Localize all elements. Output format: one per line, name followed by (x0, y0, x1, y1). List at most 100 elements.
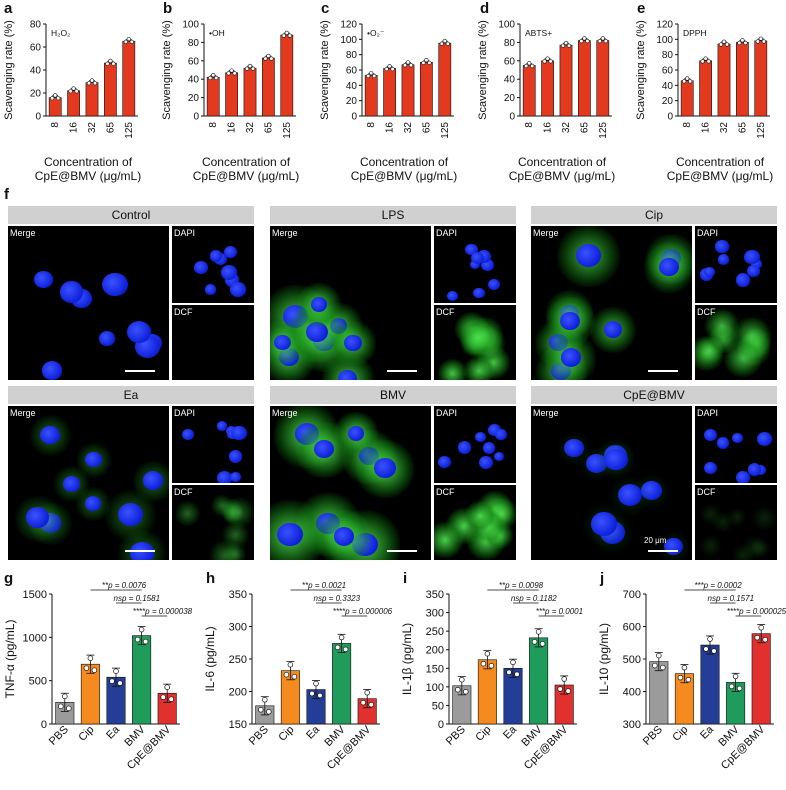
y-tick-label: 250 (426, 626, 444, 638)
panel-letter-j: j (600, 570, 605, 587)
data-point (266, 53, 271, 58)
nucleus (41, 361, 62, 380)
x-tick-label: 8 (524, 122, 535, 128)
channel-label: DAPI (174, 228, 196, 238)
bar (104, 62, 117, 117)
bar (751, 633, 771, 725)
bar (401, 64, 415, 117)
data-point (561, 676, 567, 682)
x-axis-label-line2: CpE@BMV (μg/mL) (667, 169, 773, 183)
data-point (718, 42, 724, 47)
data-point (58, 703, 64, 710)
assay-label: H₂O₂ (51, 28, 70, 38)
data-point (405, 60, 411, 65)
significance-label: nsp = 0.3323 (314, 594, 361, 603)
assay-label: •OH (209, 28, 225, 38)
nucleus (488, 423, 502, 436)
nucleus (479, 455, 494, 469)
x-tick-label: 8 (682, 122, 693, 128)
data-point (721, 39, 727, 44)
data-point (211, 73, 216, 78)
nucleus (586, 453, 607, 473)
group-title: Cip (531, 206, 777, 224)
nucleus (747, 463, 762, 477)
y-tick-label: 0 (351, 112, 357, 123)
data-point (603, 39, 608, 44)
data-point (134, 636, 141, 643)
y-tick-label: 100 (498, 20, 515, 31)
y-axis-label: Scavenging rate (%) (161, 20, 173, 120)
y-tick-label: 350 (229, 589, 247, 601)
microscopy-group: LPS Merge DAPI DCF (270, 206, 516, 380)
data-point (754, 634, 760, 641)
y-tick-label: 100 (656, 35, 673, 46)
y-tick-label: 80 (662, 50, 674, 61)
data-point (514, 671, 520, 678)
y-axis-label: TNF-α (pg/mL) (3, 620, 17, 699)
x-tick-label: 8 (50, 122, 61, 128)
x-tick-label: PBS (444, 724, 468, 748)
data-point (724, 42, 730, 47)
dcf-image: DCF (434, 305, 516, 380)
channel-label: DCF (697, 487, 716, 497)
nucleus (560, 311, 580, 330)
bar (736, 42, 749, 117)
data-point (548, 59, 553, 64)
x-tick-label: Cip (76, 724, 96, 744)
data-point (563, 40, 569, 46)
data-point (703, 56, 708, 61)
y-tick-label: 20 (504, 93, 516, 104)
microscopy-group: BMV Merge DAPI DCF (270, 386, 516, 560)
nucleus (84, 495, 102, 512)
y-tick-label: 80 (346, 50, 358, 61)
nucleus (617, 483, 643, 507)
nucleus (457, 441, 471, 454)
panel-letter-g: g (4, 570, 14, 587)
data-point (113, 668, 119, 674)
significance-label: ****p = 0.000025 (727, 607, 786, 616)
dcf-image: DCF (695, 305, 777, 380)
x-tick-label: 16 (701, 122, 712, 134)
data-point (229, 68, 234, 73)
dcf-signal (465, 500, 495, 531)
data-point (711, 648, 717, 654)
y-axis-label: Scavenging rate (%) (477, 20, 489, 120)
data-point (582, 36, 587, 41)
nucleus (473, 287, 485, 299)
merge-image: Merge 20 μm (531, 406, 692, 560)
data-point (226, 71, 231, 76)
x-tick-label: 125 (440, 122, 451, 139)
y-tick-label: 700 (623, 589, 641, 601)
data-point (762, 636, 768, 643)
channel-label: DAPI (697, 408, 719, 418)
dcf-signal (752, 505, 777, 531)
nucleus (744, 249, 760, 264)
group-title: Ea (8, 386, 254, 404)
bar (122, 40, 136, 117)
channel-label: DAPI (436, 228, 458, 238)
data-point (117, 680, 123, 686)
x-tick-label: 65 (105, 122, 116, 134)
data-point (111, 61, 116, 66)
bar (559, 44, 573, 117)
channel-label: DCF (436, 487, 455, 497)
y-axis-label: IL-6 (pg/mL) (203, 626, 217, 691)
y-tick-label: 600 (623, 622, 641, 634)
data-point (700, 59, 705, 64)
group-title: BMV (270, 386, 516, 404)
data-point (387, 64, 392, 69)
bar (700, 644, 720, 725)
y-tick-label: 200 (426, 645, 444, 657)
nucleus (474, 431, 486, 442)
data-point (560, 43, 566, 48)
data-point (164, 684, 170, 690)
data-point (291, 673, 298, 680)
bar (754, 40, 768, 117)
data-point (390, 66, 395, 72)
data-point (736, 685, 743, 692)
data-point (539, 641, 546, 647)
x-tick-label: PBS (641, 724, 665, 748)
dcf-signal (712, 511, 734, 533)
